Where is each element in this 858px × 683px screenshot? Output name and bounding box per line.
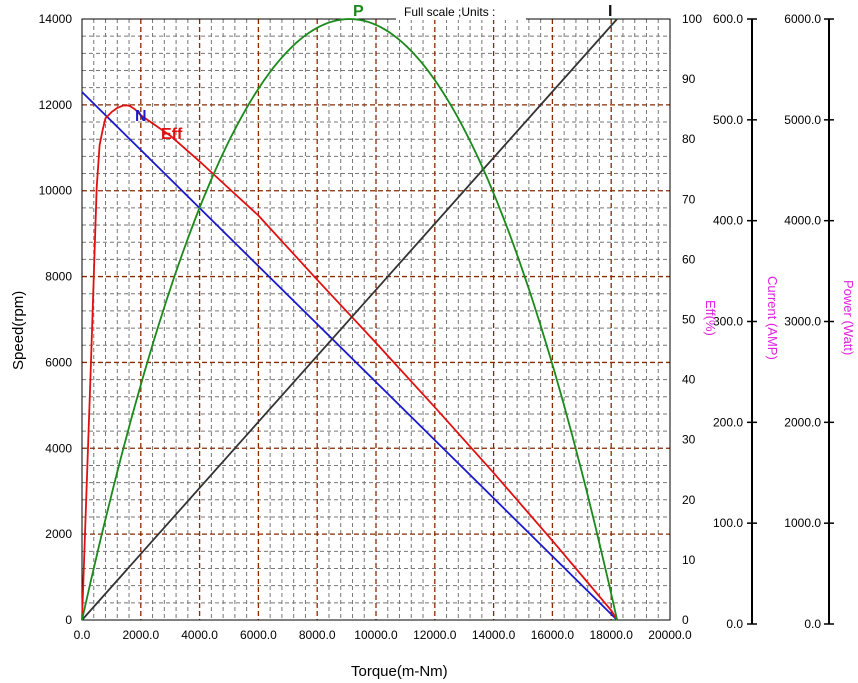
series-line-n [81, 91, 618, 621]
y-tick-label: 8000 [45, 270, 72, 284]
x-tick-label: 16000.0 [531, 628, 575, 642]
x-tick-label: 10000.0 [354, 628, 398, 642]
eff-tick-label: 60 [682, 252, 696, 266]
power-tick-label: 2000.0 [784, 415, 821, 429]
current-tick-label: 0.0 [726, 617, 743, 631]
y-tick-label: 2000 [45, 527, 72, 541]
eff-tick-label: 10 [682, 553, 696, 567]
eff-tick-label: 70 [682, 192, 696, 206]
current-tick-label: 400.0 [713, 214, 743, 228]
eff-tick-label: 0 [682, 613, 689, 627]
series-tag-p: P [353, 3, 364, 20]
eff-tick-label: 100 [682, 12, 702, 26]
eff-tick-label: 20 [682, 493, 696, 507]
power-tick-label: 3000.0 [784, 315, 821, 329]
current-tick-label: 300.0 [713, 315, 743, 329]
y-tick-label: 4000 [45, 441, 72, 455]
x-tick-label: 4000.0 [181, 628, 218, 642]
series-line-eff [81, 104, 618, 621]
y-tick-label: 0 [65, 613, 72, 627]
full-scale-note-bg [396, 2, 526, 20]
series-line-i [81, 18, 618, 621]
power-tick-label: 0.0 [804, 617, 821, 631]
full-scale-note: Full scale ;Units : [404, 5, 495, 19]
series-tag-i: I [608, 3, 612, 20]
current-tick-label: 600.0 [713, 12, 743, 26]
y-tick-label: 10000 [39, 184, 73, 198]
x-tick-label: 14000.0 [472, 628, 516, 642]
y-tick-label: 14000 [39, 12, 73, 26]
eff-tick-label: 80 [682, 132, 696, 146]
power-axis-title: Power (Watt) [841, 280, 856, 355]
series-tag-eff: Eff [161, 126, 183, 143]
eff-axis-title: Eff(%) [703, 300, 718, 336]
eff-tick-label: 90 [682, 72, 696, 86]
current-tick-label: 200.0 [713, 415, 743, 429]
x-tick-label: 12000.0 [413, 628, 457, 642]
y-tick-label: 12000 [39, 98, 73, 112]
power-tick-label: 1000.0 [784, 516, 821, 530]
power-tick-label: 4000.0 [784, 214, 821, 228]
y-tick-label: 6000 [45, 355, 72, 369]
series-line-p [81, 18, 618, 621]
x-tick-label: 2000.0 [122, 628, 159, 642]
grid [81, 18, 671, 621]
series-lines [81, 18, 618, 621]
y-axis-title: Speed(rpm) [10, 291, 27, 370]
x-tick-label: 6000.0 [240, 628, 277, 642]
x-tick-label: 20000.0 [648, 628, 692, 642]
eff-tick-label: 40 [682, 373, 696, 387]
x-tick-label: 0.0 [74, 628, 91, 642]
plot-frame [81, 18, 671, 621]
series-tag-n: N [135, 108, 147, 125]
power-tick-label: 5000.0 [784, 113, 821, 127]
x-tick-label: 8000.0 [299, 628, 336, 642]
current-axis-title: Current (AMP) [765, 276, 780, 360]
x-axis-title: Torque(m-Nm) [351, 663, 448, 680]
power-tick-label: 6000.0 [784, 12, 821, 26]
current-tick-label: 500.0 [713, 113, 743, 127]
labels: N Eff I P [135, 3, 612, 143]
current-tick-label: 100.0 [713, 516, 743, 530]
eff-tick-label: 30 [682, 433, 696, 447]
eff-tick-label: 50 [682, 313, 696, 327]
x-tick-label: 18000.0 [590, 628, 634, 642]
